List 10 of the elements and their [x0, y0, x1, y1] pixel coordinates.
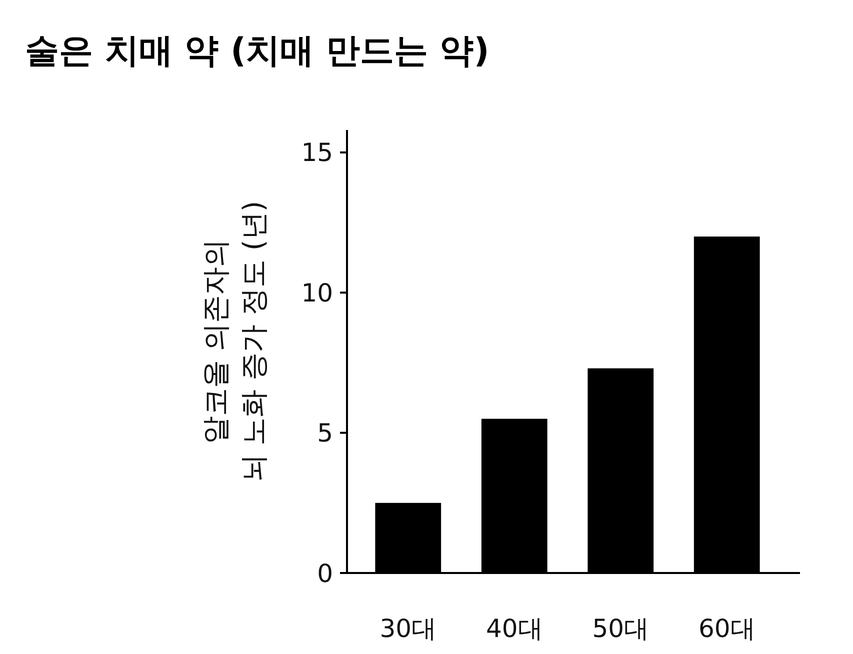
x-tick-label: 60대 [698, 614, 756, 643]
y-tick-label: 0 [317, 558, 333, 588]
x-tick-label: 50대 [592, 614, 650, 643]
x-tick-label: 30대 [380, 614, 437, 643]
y-tick-label: 5 [317, 418, 333, 448]
chart-title: 술은 치매 약 (치매 만드는 약) [25, 31, 490, 71]
x-tick-label: 40대 [486, 614, 543, 643]
y-tick-label: 10 [301, 278, 333, 308]
y-tick-label: 15 [301, 138, 333, 168]
y-axis-title: 알코올 의존자의 뇌 노화 증가 정도 (년) [199, 200, 270, 482]
